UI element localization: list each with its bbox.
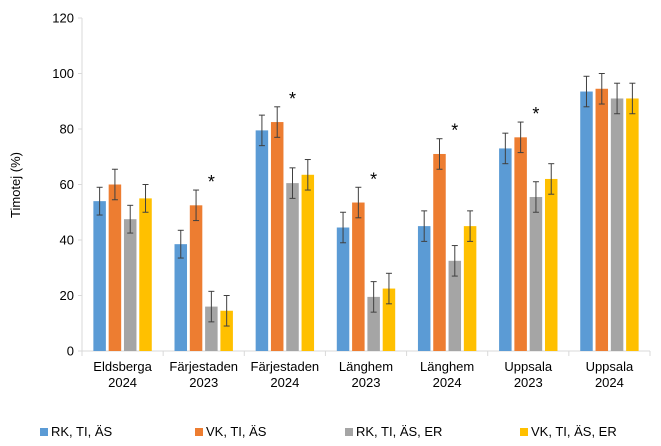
bar [448, 260, 462, 351]
x-tick-label: 2024 [595, 375, 624, 390]
bar [270, 122, 284, 351]
bar [626, 98, 639, 351]
legend-swatch [40, 427, 48, 436]
x-tick-label: Länghem [420, 359, 474, 374]
y-tick-label: 0 [67, 344, 74, 359]
bar [610, 98, 624, 351]
x-tick-label: 2024 [433, 375, 462, 390]
legend-label: RK, TI, ÄS, ER [356, 424, 443, 439]
bar [174, 244, 188, 351]
x-tick-label: Färjestaden [251, 359, 320, 374]
significance-marker: * [532, 104, 539, 124]
x-tick-label: Eldsberga [93, 359, 152, 374]
bar [367, 296, 380, 351]
significance-marker: * [289, 89, 296, 109]
x-tick-label: Uppsala [504, 359, 552, 374]
bar [220, 310, 233, 351]
legend-swatch [345, 427, 353, 436]
bar [544, 178, 558, 351]
x-tick-label: 2024 [108, 375, 137, 390]
legend-item: VK, TI, ÄS [195, 424, 266, 439]
bar [336, 227, 350, 351]
x-tick-label: 2023 [514, 375, 543, 390]
bar [580, 91, 593, 351]
legend-swatch [520, 427, 528, 436]
bar [352, 202, 365, 351]
bar [499, 148, 512, 351]
x-tick-label: Uppsala [586, 359, 634, 374]
bar [108, 184, 122, 351]
x-tick-label: Länghem [339, 359, 393, 374]
bar [123, 219, 137, 351]
y-tick-label: 120 [52, 11, 74, 26]
bar [463, 226, 477, 351]
x-tick-label: 2024 [270, 375, 299, 390]
bar [301, 174, 315, 351]
y-tick-label: 80 [60, 122, 74, 137]
legend-label: RK, TI, ÄS [51, 424, 113, 439]
legend-swatch [195, 427, 203, 436]
legend-item: VK, TI, ÄS, ER [520, 424, 617, 439]
bar [189, 205, 203, 351]
bar [255, 130, 269, 351]
x-tick-label: Färjestaden [169, 359, 238, 374]
bar [595, 88, 609, 351]
significance-marker: * [208, 172, 215, 192]
legend: RK, TI, ÄS VK, TI, ÄS RK, TI, ÄS, ER VK, TI… [40, 424, 660, 444]
bar [529, 196, 543, 351]
bar [382, 288, 396, 351]
bar [139, 198, 152, 351]
y-tick-label: 100 [52, 66, 74, 81]
legend-item: RK, TI, ÄS [40, 424, 112, 439]
legend-label: VK, TI, ÄS [206, 424, 267, 439]
bar [205, 306, 218, 351]
y-axis-title: Timotej (%) [8, 152, 23, 218]
bar [417, 226, 431, 351]
bar [433, 153, 446, 351]
significance-marker: * [370, 169, 377, 189]
bar [286, 183, 299, 351]
x-tick-label: 2023 [189, 375, 218, 390]
legend-label: VK, TI, ÄS, ER [531, 424, 617, 439]
bar [514, 137, 527, 351]
y-tick-label: 40 [60, 233, 74, 248]
plot-area: 020406080100120Eldsberga2024Färjestaden2… [52, 11, 651, 390]
x-tick-label: 2023 [352, 375, 381, 390]
y-tick-label: 20 [60, 288, 74, 303]
legend-item: RK, TI, ÄS, ER [345, 424, 442, 439]
bar [93, 201, 106, 351]
significance-marker: * [451, 121, 458, 141]
y-tick-label: 60 [60, 177, 74, 192]
